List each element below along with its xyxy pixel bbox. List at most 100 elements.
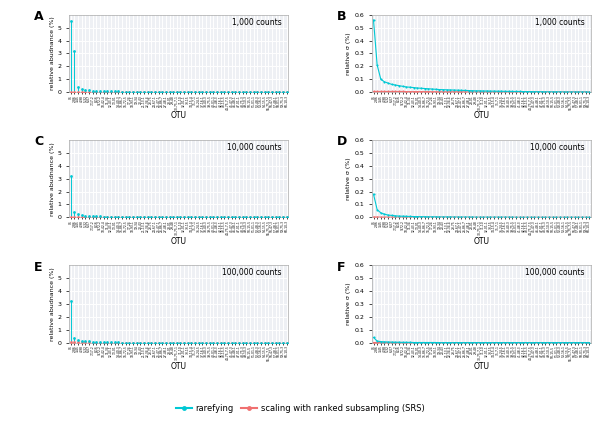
Point	[249, 214, 259, 221]
Point	[146, 88, 156, 95]
Point	[106, 339, 116, 346]
Point	[238, 214, 247, 221]
Point	[260, 89, 269, 96]
Point	[150, 339, 160, 346]
Point	[165, 88, 175, 95]
Point	[146, 214, 156, 221]
Point	[241, 214, 251, 221]
Point	[282, 88, 292, 95]
Point	[253, 339, 262, 346]
Point	[201, 88, 211, 95]
Point	[201, 339, 211, 346]
Point	[176, 88, 185, 95]
Point	[253, 88, 262, 95]
Point	[176, 339, 185, 346]
Text: A: A	[34, 10, 44, 23]
Point	[66, 298, 76, 305]
Point	[271, 339, 280, 346]
Point	[220, 214, 229, 221]
Point	[256, 214, 266, 221]
Point	[70, 209, 79, 216]
Point	[201, 339, 211, 346]
Point	[125, 214, 134, 220]
Point	[172, 339, 182, 346]
Point	[80, 339, 90, 346]
Point	[117, 88, 127, 95]
Point	[161, 88, 170, 95]
Point	[172, 214, 182, 221]
Y-axis label: relative σ (%): relative σ (%)	[346, 283, 352, 325]
Point	[117, 88, 127, 95]
Point	[278, 339, 287, 346]
Point	[99, 339, 109, 346]
Point	[183, 214, 193, 221]
Point	[238, 339, 247, 346]
Text: E: E	[34, 261, 43, 274]
Point	[161, 214, 170, 221]
Point	[230, 214, 240, 221]
Text: D: D	[337, 135, 347, 148]
Point	[85, 88, 94, 95]
Point	[179, 214, 189, 221]
Point	[267, 339, 277, 346]
Point	[274, 214, 284, 221]
Point	[125, 88, 134, 95]
Point	[227, 214, 236, 221]
Point	[77, 88, 86, 95]
Point	[165, 339, 175, 346]
Point	[110, 88, 119, 95]
Point	[103, 214, 112, 221]
X-axis label: OTU: OTU	[170, 362, 187, 371]
Point	[216, 339, 226, 346]
Point	[139, 214, 149, 221]
Point	[249, 89, 259, 96]
Point	[85, 87, 94, 94]
Point	[187, 88, 196, 95]
Point	[190, 339, 200, 346]
Point	[128, 339, 138, 346]
Point	[238, 339, 247, 346]
Point	[103, 88, 112, 95]
Point	[205, 339, 215, 346]
Point	[66, 214, 76, 220]
Point	[77, 337, 86, 344]
Point	[88, 88, 98, 95]
Point	[223, 339, 233, 346]
Point	[150, 214, 160, 221]
Point	[157, 88, 167, 95]
Point	[113, 214, 123, 220]
Point	[113, 88, 123, 95]
Point	[136, 339, 145, 346]
X-axis label: OTU: OTU	[170, 111, 187, 121]
Point	[190, 214, 200, 221]
Point	[267, 214, 277, 221]
Point	[169, 88, 178, 95]
Point	[73, 211, 83, 217]
Point	[77, 339, 86, 346]
Point	[190, 88, 200, 95]
Point	[212, 339, 222, 346]
Point	[282, 214, 292, 221]
Point	[176, 214, 185, 221]
Point	[73, 339, 83, 346]
Point	[99, 88, 109, 95]
Y-axis label: relative abudnance (%): relative abudnance (%)	[50, 142, 55, 216]
Point	[256, 89, 266, 96]
X-axis label: OTU: OTU	[473, 362, 490, 371]
Point	[187, 214, 196, 221]
Point	[139, 88, 149, 95]
Point	[274, 88, 284, 95]
Point	[136, 88, 145, 95]
Point	[216, 339, 226, 346]
Point	[128, 214, 138, 220]
Point	[85, 214, 94, 220]
Point	[154, 214, 163, 221]
Point	[216, 88, 226, 95]
Point	[216, 89, 226, 96]
Point	[132, 88, 142, 95]
Point	[197, 214, 207, 221]
Point	[230, 339, 240, 346]
Point	[85, 338, 94, 345]
Point	[80, 338, 90, 344]
Point	[209, 214, 218, 221]
